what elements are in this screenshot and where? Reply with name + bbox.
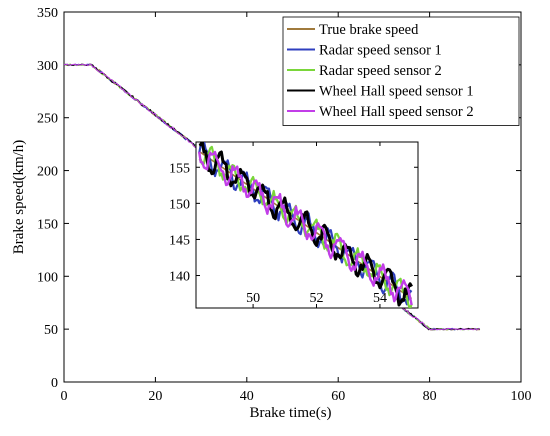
inset-series-group — [197, 142, 413, 308]
legend: True brake speed Radar speed sensor 1 Rada… — [282, 16, 520, 126]
x-axis-title: Brake time(s) — [249, 405, 331, 421]
x-tick-label: 100 — [511, 389, 532, 404]
inset-x-tick-label: 54 — [373, 291, 387, 306]
x-tick-label: 0 — [61, 389, 68, 404]
inset-x-tick-label: 50 — [246, 291, 260, 306]
inset-y-tick-label: 140 — [169, 270, 190, 285]
inset-y-tick-label: 150 — [169, 197, 190, 212]
y-tick-label: 50 — [44, 323, 58, 338]
main-plot: 0 20 40 60 80 100 0 50 100 150 200 250 300 350 Brake t… — [11, 6, 532, 421]
x-tick-label: 80 — [423, 389, 437, 404]
main-axes-box — [63, 11, 522, 383]
inset-y-tick-label: 145 — [169, 233, 190, 248]
legend-entry-label: Radar speed sensor 1 — [319, 43, 442, 59]
x-tick-label: 60 — [331, 389, 345, 404]
y-tick-label: 0 — [51, 376, 58, 391]
y-axis-title: Brake speed(km/h) — [11, 140, 27, 255]
legend-entry-label: Radar speed sensor 2 — [319, 63, 442, 79]
inset-y-tick-label: 155 — [169, 161, 190, 176]
y-tick-label: 150 — [37, 217, 58, 232]
inset-series-line — [198, 142, 413, 307]
y-tick-label: 300 — [37, 59, 58, 74]
inset-series-line — [197, 150, 413, 306]
legend-box — [282, 16, 520, 126]
x-tick-label: 20 — [148, 389, 162, 404]
x-tick-label: 40 — [240, 389, 254, 404]
inset-x-tick-label: 52 — [310, 291, 324, 306]
legend-entry-label: Wheel Hall speed sensor 1 — [319, 84, 474, 100]
inset-plot: 50 52 54 140 145 150 155 — [169, 141, 419, 309]
y-tick-label: 250 — [37, 112, 58, 127]
y-tick-label: 350 — [37, 6, 58, 21]
legend-entry-label: Wheel Hall speed sensor 2 — [319, 104, 474, 120]
y-tick-label: 200 — [37, 165, 58, 180]
y-tick-label: 100 — [37, 270, 58, 285]
legend-entry-label: True brake speed — [319, 22, 419, 38]
